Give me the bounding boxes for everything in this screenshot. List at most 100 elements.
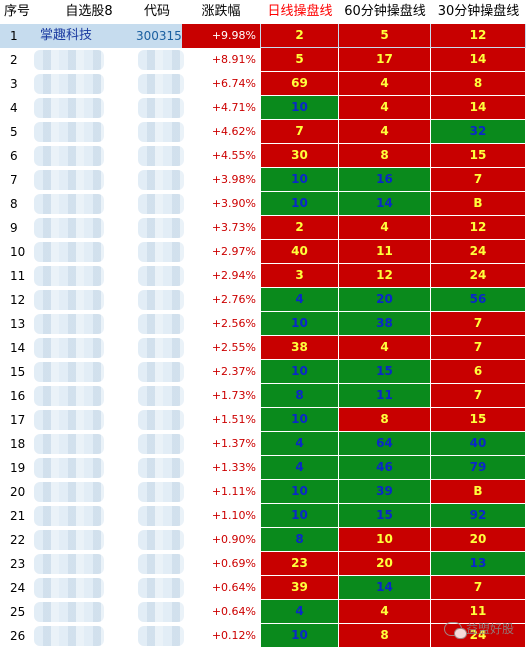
min30-cell: 7 [431,312,525,335]
blurred-stock-code [138,194,184,214]
table-row[interactable]: 14 +2.55% 38 4 7 [0,336,526,360]
daily-cell: 2 [261,216,338,239]
blurred-stock-code [138,146,184,166]
min60-cell: 11 [339,240,430,263]
blurred-stock-code [138,602,184,622]
change-percent: +0.64% [211,581,256,594]
min60-cell: 4 [339,72,430,95]
blurred-stock-name [34,74,104,94]
min60-cell: 8 [339,624,430,647]
row-seq: 12 [10,293,26,307]
blurred-stock-name [34,362,104,382]
daily-cell: 4 [261,600,338,623]
table-row[interactable]: 9 +3.73% 2 4 12 [0,216,526,240]
change-percent: +8.91% [211,53,256,66]
table-row[interactable]: 19 +1.33% 4 46 79 [0,456,526,480]
table-row[interactable]: 12 +2.76% 4 20 56 [0,288,526,312]
min30-cell: 7 [431,168,525,191]
min60-cell: 8 [339,144,430,167]
table-row[interactable]: 11 +2.94% 3 12 24 [0,264,526,288]
daily-cell: 4 [261,432,338,455]
blurred-stock-code [138,530,184,550]
table-row[interactable]: 7 +3.98% 10 16 7 [0,168,526,192]
change-percent: +2.55% [211,341,256,354]
daily-cell: 10 [261,168,338,191]
table-row[interactable]: 2 +8.91% 5 17 14 [0,48,526,72]
min30-cell: 7 [431,576,525,599]
table-row[interactable]: 13 +2.56% 10 38 7 [0,312,526,336]
daily-cell: 10 [261,312,338,335]
min60-cell: 4 [339,96,430,119]
daily-cell: 10 [261,408,338,431]
row-seq: 23 [10,557,26,571]
min60-cell: 15 [339,504,430,527]
row-seq: 4 [10,101,18,115]
change-percent: +2.37% [211,365,256,378]
change-percent: +3.90% [211,197,256,210]
table-row[interactable]: 16 +1.73% 8 11 7 [0,384,526,408]
row-seq: 17 [10,413,26,427]
table-row[interactable]: 22 +0.90% 8 10 20 [0,528,526,552]
min60-cell: 14 [339,576,430,599]
daily-cell: 3 [261,264,338,287]
row-seq: 8 [10,197,18,211]
blurred-stock-code [138,218,184,238]
header-daily[interactable]: 日线操盘线 [267,4,333,19]
daily-cell: 23 [261,552,338,575]
table-row[interactable]: 24 +0.64% 39 14 7 [0,576,526,600]
daily-cell: 10 [261,192,338,215]
change-percent: +1.37% [211,437,256,450]
row-seq: 7 [10,173,18,187]
min30-cell: 24 [431,264,525,287]
row-seq: 19 [10,461,26,475]
daily-cell: 10 [261,96,338,119]
daily-cell: 38 [261,336,338,359]
blurred-stock-name [34,410,104,430]
min30-cell: 15 [431,408,525,431]
change-percent: +4.71% [211,101,256,114]
table-row[interactable]: 5 +4.62% 7 4 32 [0,120,526,144]
table-row[interactable]: 1 掌趣科技 300315 +9.98% 2 5 12 [0,24,526,48]
table-row[interactable]: 21 +1.10% 10 15 92 [0,504,526,528]
row-seq: 24 [10,581,26,595]
header-change[interactable]: 涨跌幅 [201,4,241,19]
min30-cell: 12 [431,216,525,239]
blurred-stock-name [34,290,104,310]
table-row[interactable]: 25 +0.64% 4 4 11 [0,600,526,624]
table-row[interactable]: 3 +6.74% 69 4 8 [0,72,526,96]
min60-cell: 5 [339,24,430,47]
header-60min[interactable]: 60分钟操盘线 [344,4,426,19]
min30-cell: 13 [431,552,525,575]
change-percent: +1.10% [211,509,256,522]
table-row[interactable]: 20 +1.11% 10 39 B [0,480,526,504]
table-row[interactable]: 15 +2.37% 10 15 6 [0,360,526,384]
table-row[interactable]: 8 +3.90% 10 14 B [0,192,526,216]
min30-cell: 7 [431,384,525,407]
min30-cell: 79 [431,456,525,479]
min60-cell: 39 [339,480,430,503]
table-row[interactable]: 18 +1.37% 4 64 40 [0,432,526,456]
header-30min[interactable]: 30分钟操盘线 [437,4,520,19]
row-seq: 1 [10,29,18,43]
min60-cell: 4 [339,336,430,359]
table-row[interactable]: 23 +0.69% 23 20 13 [0,552,526,576]
min30-cell: 14 [431,48,525,71]
header-seq[interactable]: 序号 [3,4,30,19]
blurred-stock-code [138,314,184,334]
watermark-text: 益盟好股 [465,622,514,636]
header-code[interactable]: 代码 [143,4,170,19]
table-row[interactable]: 17 +1.51% 10 8 15 [0,408,526,432]
daily-cell: 7 [261,120,338,143]
change-percent: +1.11% [211,485,256,498]
daily-cell: 2 [261,24,338,47]
min30-cell: 12 [431,24,525,47]
blurred-stock-name [34,530,104,550]
table-row[interactable]: 6 +4.55% 30 8 15 [0,144,526,168]
header-name[interactable]: 自选股8 [65,4,113,19]
blurred-stock-name [34,98,104,118]
change-percent: +0.69% [211,557,256,570]
min60-cell: 38 [339,312,430,335]
blurred-stock-name [34,626,104,646]
table-row[interactable]: 4 +4.71% 10 4 14 [0,96,526,120]
table-row[interactable]: 10 +2.97% 40 11 24 [0,240,526,264]
